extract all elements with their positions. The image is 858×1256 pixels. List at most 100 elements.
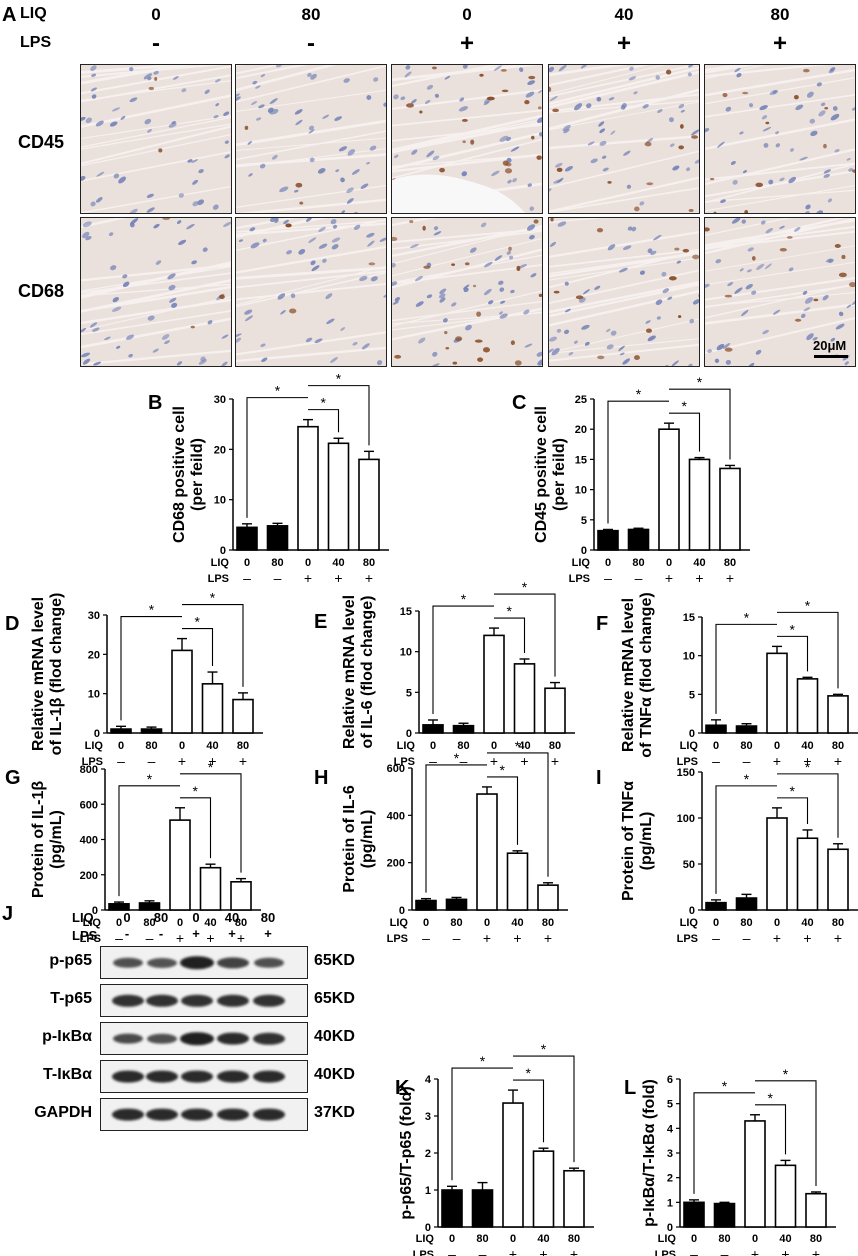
panel-a-lps-value-0: -: [152, 30, 160, 57]
significance-star: *: [522, 579, 528, 595]
scale-bar: [814, 355, 848, 358]
bar: [766, 817, 788, 911]
bar: [169, 819, 191, 911]
y-tick-label: 3: [667, 1148, 673, 1160]
scale-bar-label: 20μM: [813, 338, 847, 353]
bar: [441, 1189, 463, 1228]
liq-value: 0: [605, 557, 611, 569]
bar: [719, 467, 741, 551]
y-tick-label: 10: [575, 485, 587, 497]
significance-star: *: [454, 750, 460, 766]
liq-value: 0: [423, 917, 429, 929]
lps-value: +: [176, 930, 184, 946]
wb-liq-value-0: 0: [123, 910, 131, 925]
bar: [744, 1120, 766, 1228]
liq-label: LIQ: [680, 740, 699, 752]
y-axis-label: (pg/mL): [359, 810, 376, 869]
liq-value: 0: [774, 917, 780, 929]
bracket-2-3: [180, 797, 212, 859]
bar: [201, 683, 224, 734]
lps-value: –: [743, 930, 751, 946]
liq-value: 0: [774, 740, 780, 752]
y-axis-label: of IL-1β (flod change): [48, 593, 65, 756]
liq-value: 40: [693, 557, 705, 569]
lps-value: –: [274, 570, 282, 586]
liq-label: LIQ: [658, 1233, 677, 1245]
liq-value: 80: [450, 917, 462, 929]
y-tick-label: 1: [425, 1185, 431, 1197]
wb-band: [253, 957, 285, 968]
y-tick-label: 0: [220, 545, 226, 557]
liq-value: 0: [177, 917, 183, 929]
bar: [236, 526, 258, 551]
wb-band: [145, 1070, 179, 1083]
wb-kd-label: 40KD: [314, 1028, 355, 1045]
bar: [627, 528, 650, 551]
panel-a-liq-value-2: 0: [462, 5, 472, 24]
bar: [471, 1189, 494, 1228]
y-tick-label: 0: [581, 545, 587, 557]
wb-liq-value-3: 40: [224, 910, 240, 925]
wb-row-label: T-IκBα: [43, 1066, 92, 1083]
y-tick-label: 0: [667, 1222, 673, 1234]
lps-value: +: [726, 570, 734, 586]
significance-star: *: [195, 614, 201, 630]
lps-value: +: [544, 930, 552, 946]
significance-star: *: [515, 738, 521, 754]
micrograph-cd45-3: [548, 64, 700, 214]
bar: [688, 458, 711, 551]
wb-band: [252, 1108, 286, 1121]
y-tick-label: 10: [214, 495, 226, 507]
significance-star: *: [744, 771, 750, 787]
y-tick-label: 30: [88, 610, 100, 622]
bar: [199, 866, 222, 911]
lps-value: +: [490, 753, 498, 769]
wb-band: [216, 1108, 250, 1121]
wb-band: [145, 1108, 179, 1121]
liq-value: 40: [801, 740, 813, 752]
bar: [713, 1202, 736, 1228]
lps-value: –: [604, 570, 612, 586]
bracket-2-3: [182, 628, 214, 667]
lps-value: +: [239, 753, 247, 769]
y-tick-label: 0: [399, 905, 405, 917]
y-tick-label: 400: [80, 835, 98, 847]
wb-band: [145, 994, 179, 1007]
significance-star: *: [682, 398, 688, 414]
wb-band: [111, 1108, 145, 1121]
bracket-2-3: [777, 797, 809, 824]
bar: [827, 695, 849, 734]
panel-a-lps-label: LPS: [20, 34, 52, 51]
significance-star: *: [790, 783, 796, 799]
wb-band: [252, 1032, 286, 1045]
wb-band: [180, 1070, 214, 1083]
liq-value: 40: [779, 1233, 791, 1245]
wb-kd-label: 65KD: [314, 990, 355, 1007]
y-axis-label: (per feild): [189, 438, 206, 511]
wb-blot-strip-1: [100, 984, 308, 1017]
chart-c: C 0 5 10 15 20 25 CD45 positive cell (per feild)…: [512, 374, 750, 586]
lps-value: +: [539, 1246, 547, 1256]
panel-letter-k: K: [395, 1077, 410, 1099]
lps-value: –: [712, 930, 720, 946]
significance-star: *: [321, 395, 327, 411]
bracket-2-4: [182, 604, 244, 687]
bar: [827, 848, 849, 911]
liq-value: 80: [718, 1233, 730, 1245]
bracket-2-4: [669, 388, 731, 460]
lps-value: –: [146, 930, 154, 946]
lps-value: +: [551, 753, 559, 769]
panel-letter-l: L: [624, 1077, 636, 1099]
lps-label: LPS: [387, 933, 408, 945]
y-tick-label: 10: [683, 651, 695, 663]
wb-band: [216, 994, 250, 1007]
y-tick-label: 5: [689, 689, 695, 701]
liq-value: 0: [118, 740, 124, 752]
lps-value: +: [513, 930, 521, 946]
wb-lps-value-1: -: [158, 926, 164, 941]
bracket-2-3: [513, 1079, 545, 1143]
bar: [483, 634, 505, 734]
wb-lps-value-0: -: [124, 926, 130, 941]
micrograph-cd68-1: [235, 217, 387, 367]
micrograph-cd68-0: [80, 217, 232, 367]
